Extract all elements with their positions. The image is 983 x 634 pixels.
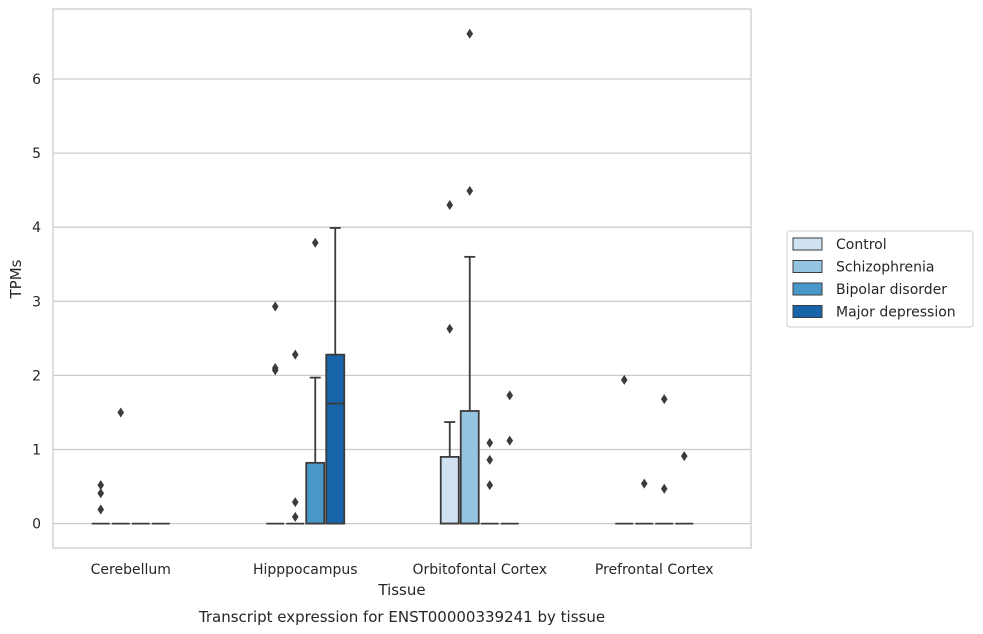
box xyxy=(325,353,346,525)
outlier-point xyxy=(97,504,105,515)
y-tick-label: 6 xyxy=(32,72,41,88)
box xyxy=(459,410,480,525)
legend-label: Bipolar disorder xyxy=(836,282,947,298)
legend-swatch xyxy=(792,305,823,318)
outlier-point xyxy=(271,365,279,376)
outlier-point xyxy=(117,407,125,418)
series-schizophrenia xyxy=(111,28,654,525)
series-major-depression xyxy=(151,227,694,525)
x-tick-label: Hipppocampus xyxy=(253,562,358,578)
y-tick-label: 0 xyxy=(32,517,41,533)
legend-frame xyxy=(786,230,974,328)
outlier-point xyxy=(466,28,474,39)
box-plot-series xyxy=(91,28,694,525)
plot-frame xyxy=(52,8,752,549)
outlier-point xyxy=(486,454,494,465)
y-tick-label: 4 xyxy=(32,220,41,236)
outlier-point xyxy=(486,437,494,448)
outlier-point xyxy=(271,301,279,312)
outlier-point xyxy=(486,480,494,491)
outlier-point xyxy=(680,451,688,462)
outlier-point xyxy=(446,323,454,334)
y-tick-label: 5 xyxy=(32,146,41,162)
outlier-point xyxy=(311,237,319,248)
series-control xyxy=(91,199,634,525)
legend: Control Schizophrenia Bipolar disorder Majo… xyxy=(786,230,974,328)
series-bipolar-disorder xyxy=(131,237,674,525)
chart-caption: Transcript expression for ENST0000033924… xyxy=(198,608,605,626)
legend-swatch xyxy=(792,237,823,251)
outlier-point xyxy=(291,497,299,508)
outlier-point xyxy=(291,511,299,522)
outlier-point xyxy=(660,394,668,405)
y-tick-label: 1 xyxy=(32,443,41,459)
legend-label: Control xyxy=(836,237,887,253)
outlier-point xyxy=(466,185,474,196)
y-tick-label: 3 xyxy=(32,294,41,310)
box xyxy=(439,456,460,525)
box xyxy=(305,461,326,525)
x-axis-ticks: Cerebellum Hipppocampus Orbitofontal Corte… xyxy=(91,562,714,578)
legend-label: Major depression xyxy=(836,305,956,321)
outlier-point xyxy=(660,483,668,494)
legend-swatch xyxy=(792,260,823,273)
outlier-point xyxy=(291,349,299,360)
outlier-point xyxy=(446,199,454,210)
legend-label: Schizophrenia xyxy=(836,260,934,276)
x-tick-label: Prefrontal Cortex xyxy=(595,562,714,578)
outlier-point xyxy=(506,390,514,401)
x-tick-label: Orbitofontal Cortex xyxy=(412,562,547,578)
outlier-point xyxy=(620,374,628,385)
outlier-point xyxy=(97,480,105,491)
x-tick-label: Cerebellum xyxy=(91,562,171,578)
y-axis-ticks: 0 1 2 3 4 5 6 xyxy=(32,72,41,533)
outlier-point xyxy=(506,435,514,446)
legend-swatch xyxy=(792,282,823,296)
outlier-point xyxy=(640,478,648,489)
y-tick-label: 2 xyxy=(32,368,41,384)
y-axis-label: TPMs xyxy=(7,259,25,299)
grid-lines xyxy=(53,78,751,525)
x-axis-label: Tissue xyxy=(377,581,425,599)
outlier-point xyxy=(97,488,105,499)
